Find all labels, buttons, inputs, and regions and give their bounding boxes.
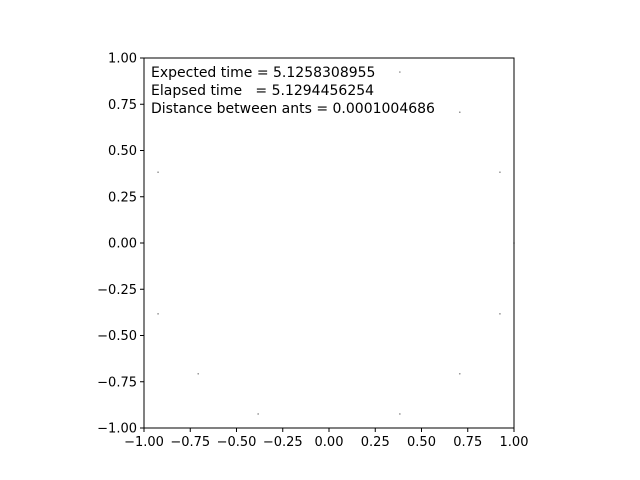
- data-point: [499, 171, 501, 173]
- data-point: [157, 171, 159, 173]
- y-tick-label: −0.50: [97, 329, 137, 344]
- expected-time-annotation: Expected time = 5.1258308955: [151, 65, 375, 81]
- y-tick-label: 0.50: [108, 144, 137, 159]
- y-tick-label: −0.25: [97, 283, 137, 298]
- plot-frame: [143, 57, 515, 429]
- data-point: [257, 413, 259, 415]
- x-tick-label: 0.25: [361, 435, 390, 450]
- y-tick-label: 0.00: [108, 237, 137, 252]
- y-tick-label: −1.00: [97, 422, 137, 437]
- data-point: [197, 372, 200, 375]
- x-tick-label: −0.50: [217, 435, 257, 450]
- x-axis-ticks: −1.00 −0.75 −0.50 −0.25 0.00 0.25 0.50 0.75 1.00: [124, 428, 528, 450]
- x-tick-label: −1.00: [124, 435, 164, 450]
- elapsed-time-annotation: Elapsed time = 5.1294456254: [151, 83, 374, 99]
- data-point: [499, 313, 501, 315]
- y-axis-ticks: −1.00 −0.75 −0.50 −0.25 0.00 0.25 0.50 0.75 1.00: [97, 52, 144, 437]
- x-tick-label: 0.50: [407, 435, 436, 450]
- y-tick-label: 0.75: [108, 98, 137, 113]
- data-point: [399, 71, 401, 73]
- x-tick-label: −0.75: [170, 435, 210, 450]
- x-tick-label: 0.75: [453, 435, 482, 450]
- y-tick-label: −0.75: [97, 375, 137, 390]
- distance-annotation: Distance between ants = 0.0001004686: [151, 101, 435, 117]
- annotation-block: Expected time = 5.1258308955 Elapsed tim…: [151, 65, 435, 117]
- x-tick-label: 1.00: [500, 435, 529, 450]
- data-point: [157, 313, 159, 315]
- x-tick-label: −0.25: [263, 435, 303, 450]
- x-tick-label: 0.00: [315, 435, 344, 450]
- y-tick-label: 1.00: [108, 52, 137, 67]
- y-tick-label: 0.25: [108, 190, 137, 205]
- data-point: [458, 372, 461, 375]
- data-point: [458, 111, 461, 114]
- data-point: [399, 413, 401, 415]
